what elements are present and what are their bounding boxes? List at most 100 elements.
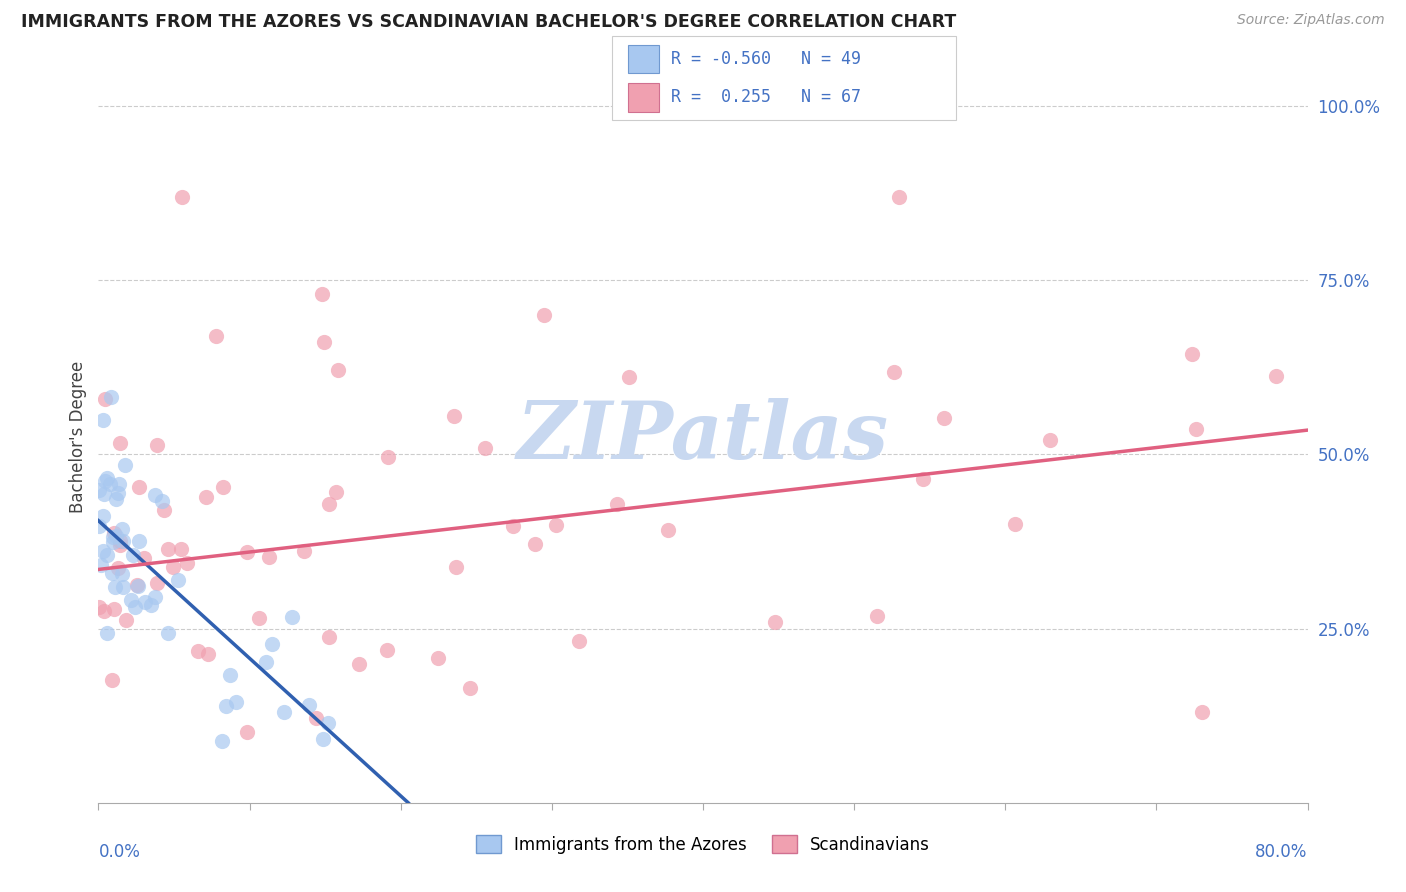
- Point: [128, 480, 150, 494]
- Point: [1191, 705, 1213, 719]
- Text: R = -0.560   N = 49: R = -0.560 N = 49: [671, 50, 860, 68]
- Point: [91, 544, 114, 558]
- Point: [763, 615, 786, 629]
- Point: [211, 734, 233, 748]
- Point: [108, 533, 131, 548]
- Point: [104, 580, 127, 594]
- Point: [257, 550, 280, 565]
- Point: [318, 631, 340, 645]
- Point: [911, 472, 934, 486]
- Point: [127, 579, 149, 593]
- Point: [87, 600, 110, 615]
- Point: [194, 490, 217, 504]
- Point: [1039, 434, 1062, 448]
- Point: [105, 529, 128, 543]
- Point: [104, 491, 127, 506]
- Point: [100, 390, 122, 404]
- Point: [96, 471, 118, 485]
- Point: [212, 479, 235, 493]
- Point: [111, 580, 134, 594]
- Point: [134, 595, 156, 609]
- Point: [162, 560, 184, 574]
- Point: [156, 542, 179, 557]
- Y-axis label: Bachelor's Degree: Bachelor's Degree: [69, 361, 87, 513]
- Point: [889, 190, 911, 204]
- Point: [305, 711, 328, 725]
- Text: ZIPatlas: ZIPatlas: [517, 399, 889, 475]
- Point: [205, 329, 228, 343]
- Point: [124, 599, 146, 614]
- Point: [156, 625, 179, 640]
- Point: [187, 644, 209, 658]
- Point: [108, 435, 131, 450]
- Point: [524, 537, 547, 551]
- Point: [657, 523, 679, 537]
- Point: [87, 483, 110, 498]
- Point: [93, 486, 115, 500]
- Point: [458, 681, 481, 695]
- Point: [197, 647, 219, 661]
- Point: [96, 625, 118, 640]
- Point: [236, 545, 259, 559]
- Point: [375, 642, 398, 657]
- Point: [176, 556, 198, 570]
- Point: [1004, 517, 1026, 532]
- Point: [145, 438, 167, 452]
- Point: [146, 575, 169, 590]
- Legend: Immigrants from the Azores, Scandinavians: Immigrants from the Azores, Scandinavian…: [470, 829, 936, 860]
- Point: [170, 542, 193, 557]
- Point: [94, 474, 117, 488]
- Point: [167, 573, 190, 587]
- Point: [502, 519, 524, 533]
- Point: [325, 484, 347, 499]
- Point: [121, 548, 143, 562]
- Point: [617, 370, 640, 384]
- Point: [281, 610, 304, 624]
- Text: Source: ZipAtlas.com: Source: ZipAtlas.com: [1237, 13, 1385, 28]
- Point: [311, 732, 333, 747]
- Point: [94, 392, 117, 406]
- Text: IMMIGRANTS FROM THE AZORES VS SCANDINAVIAN BACHELOR'S DEGREE CORRELATION CHART: IMMIGRANTS FROM THE AZORES VS SCANDINAVI…: [21, 13, 956, 31]
- Text: 0.0%: 0.0%: [98, 843, 141, 861]
- Point: [260, 637, 283, 651]
- Point: [103, 601, 125, 615]
- Point: [311, 287, 333, 301]
- Point: [934, 411, 956, 425]
- Point: [866, 609, 889, 624]
- Point: [139, 598, 162, 612]
- Point: [145, 590, 167, 604]
- Point: [1265, 369, 1288, 384]
- Point: [377, 450, 399, 465]
- Point: [215, 698, 238, 713]
- Point: [273, 705, 295, 719]
- Point: [114, 613, 136, 627]
- Point: [128, 533, 150, 548]
- Point: [150, 494, 173, 508]
- Point: [1180, 347, 1202, 361]
- Point: [533, 308, 555, 322]
- Point: [91, 509, 114, 524]
- Text: R =  0.255   N = 67: R = 0.255 N = 67: [671, 88, 860, 106]
- Point: [443, 409, 465, 424]
- Point: [107, 486, 129, 500]
- Point: [111, 533, 134, 548]
- Point: [153, 503, 176, 517]
- Point: [101, 566, 124, 581]
- Point: [318, 497, 340, 511]
- Point: [114, 458, 136, 472]
- Point: [101, 673, 124, 687]
- Point: [111, 567, 134, 582]
- Point: [294, 544, 316, 558]
- Point: [349, 657, 371, 671]
- Point: [91, 412, 114, 426]
- Point: [474, 441, 496, 455]
- Point: [89, 519, 111, 533]
- Point: [111, 522, 134, 536]
- Point: [132, 551, 155, 566]
- Point: [316, 715, 339, 730]
- Point: [326, 363, 349, 377]
- Point: [247, 611, 270, 625]
- Point: [568, 633, 591, 648]
- Point: [170, 190, 193, 204]
- Point: [125, 578, 148, 592]
